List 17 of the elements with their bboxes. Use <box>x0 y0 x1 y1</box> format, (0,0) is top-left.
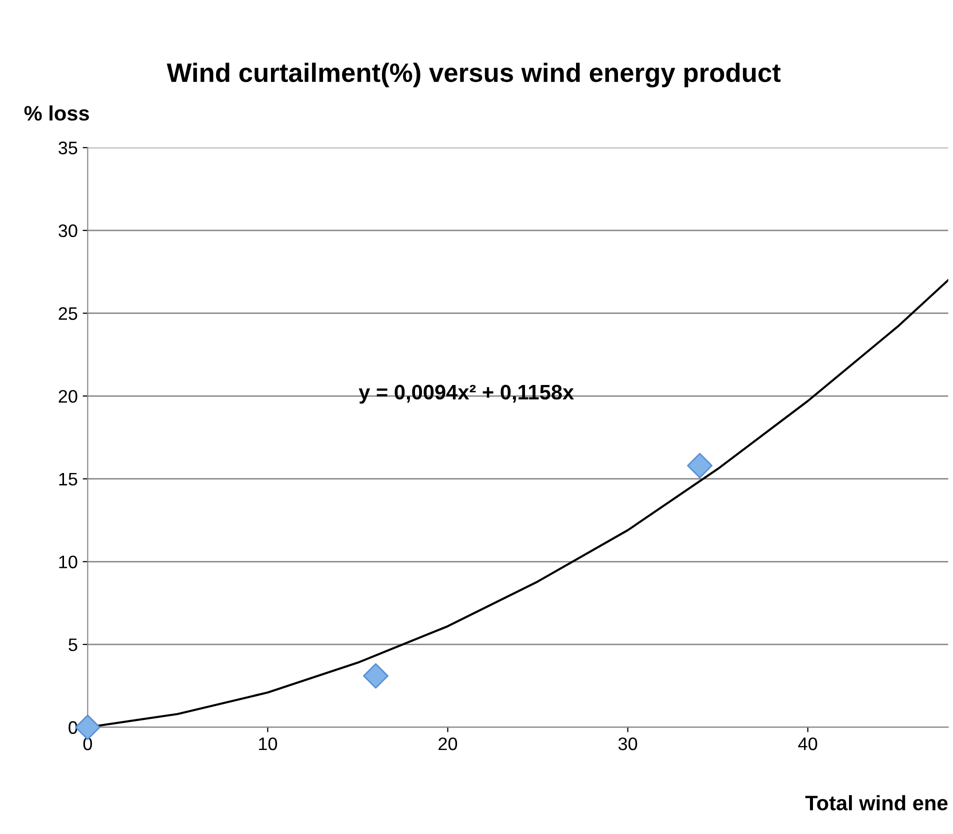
x-tick-label: 10 <box>259 737 278 750</box>
y-tick-label: 5 <box>68 638 78 652</box>
y-tick-label: 35 <box>58 142 78 154</box>
point <box>363 663 388 689</box>
y-tick-label: 15 <box>59 472 78 486</box>
y-tick-label: 20 <box>58 390 78 403</box>
x-tick-label: 40 <box>798 737 818 750</box>
y-tick-label: 25 <box>58 307 78 320</box>
y-tick-label: 30 <box>58 224 78 238</box>
point <box>687 452 713 478</box>
y-tick-label: 10 <box>59 556 78 568</box>
y-axis-title: % loss <box>24 105 89 121</box>
annotation: y = 0,0094x² + 0,1158x <box>358 384 574 404</box>
chart-title: Wind curtailment(%) versus wind energy product <box>166 62 781 88</box>
x-tick-label: 30 <box>618 737 638 750</box>
x-tick-label: 20 <box>438 737 458 750</box>
x-axis-title: Total wind ene <box>805 795 948 810</box>
